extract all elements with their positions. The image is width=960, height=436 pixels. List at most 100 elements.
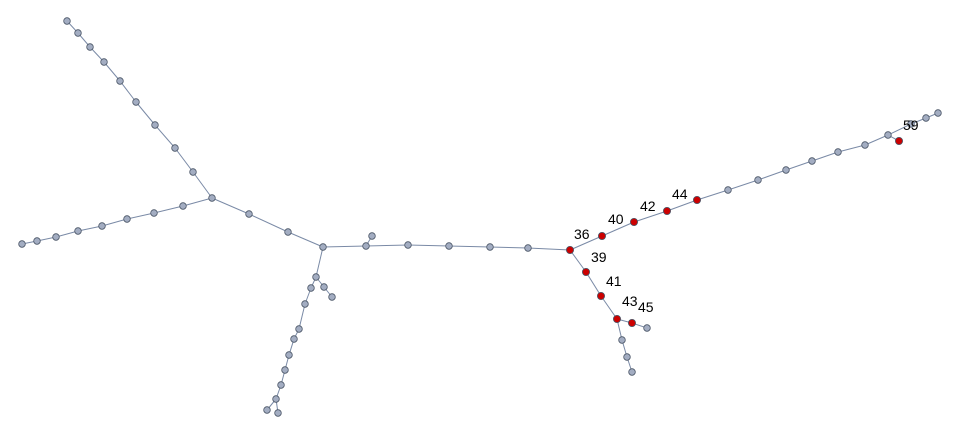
graph-edge: [154, 124, 176, 149]
graph-node: [307, 284, 315, 292]
graph-edge: [211, 197, 250, 215]
graph-edge: [192, 171, 213, 199]
graph-edge: [119, 80, 137, 103]
graph-node: [277, 381, 285, 389]
graph-node: [132, 98, 140, 106]
graph-node: [524, 244, 532, 252]
graph-node: [179, 202, 187, 210]
graph-edge: [298, 303, 306, 330]
graph-node: [907, 120, 915, 128]
node-label-59: 59: [903, 117, 919, 133]
highlighted-node: [630, 217, 639, 226]
graph-node: [295, 325, 303, 333]
node-label-40: 40: [608, 211, 624, 227]
graph-node: [123, 215, 131, 223]
graph-edge: [407, 244, 450, 247]
graph-node: [486, 243, 494, 251]
graph-edge: [182, 197, 213, 207]
graph-node: [272, 395, 280, 403]
highlighted-node: [566, 245, 575, 254]
graph-edge: [248, 213, 289, 233]
graph-edge: [727, 179, 759, 191]
graph-edge: [696, 189, 729, 201]
graph-node: [33, 237, 41, 245]
graph-edge: [569, 235, 603, 251]
graph-node: [100, 58, 108, 66]
graph-node: [63, 17, 71, 25]
graph-node: [724, 186, 732, 194]
graph-edge: [811, 151, 839, 162]
graph-node: [263, 406, 271, 414]
node-label-45: 45: [638, 299, 654, 315]
highlighted-node: [613, 314, 622, 323]
graph-node: [319, 243, 327, 251]
graph-node: [171, 144, 179, 152]
graph-node: [245, 210, 253, 218]
graph-node: [290, 335, 298, 343]
graph-edge: [174, 147, 194, 173]
graph-node: [934, 109, 942, 117]
graph-node: [284, 228, 292, 236]
graph-node: [208, 194, 216, 202]
graph-edge: [365, 244, 409, 247]
graph-node: [151, 121, 159, 129]
graph-node: [808, 157, 816, 165]
highlighted-node: [895, 136, 904, 145]
graph-node: [782, 166, 790, 174]
graph-node: [623, 353, 631, 361]
graph-node: [301, 300, 309, 308]
graph-node: [150, 209, 158, 217]
graph-node: [74, 29, 82, 37]
graph-node: [86, 43, 94, 51]
graph-edge: [135, 101, 156, 126]
graph-node: [362, 242, 370, 250]
graph-edge: [600, 295, 618, 320]
node-label-39: 39: [591, 249, 607, 265]
graph-node: [618, 336, 626, 344]
graph-edge: [489, 246, 529, 249]
node-label-43: 43: [622, 293, 638, 309]
graph-edge: [77, 225, 103, 232]
graph-edge: [785, 160, 813, 171]
graph-node: [74, 227, 82, 235]
graph-node: [628, 368, 636, 376]
node-label-44: 44: [672, 186, 688, 202]
graph-edge: [126, 212, 155, 220]
graph-edge: [448, 245, 491, 248]
graph-edge: [153, 205, 184, 214]
graph-node: [274, 409, 282, 417]
graph-edge: [55, 230, 79, 238]
graph-node: [368, 232, 376, 240]
graph-edge: [287, 231, 324, 248]
highlighted-node: [582, 267, 591, 276]
graph-node: [116, 77, 124, 85]
graph-edge: [585, 271, 602, 297]
graph-edge: [103, 61, 121, 82]
graph-edge: [601, 221, 635, 237]
highlighted-node: [693, 195, 702, 204]
graph-node: [98, 222, 106, 230]
graph-node: [18, 240, 26, 248]
graph-node: [754, 176, 762, 184]
graph-node: [285, 351, 293, 359]
graph-node: [404, 241, 412, 249]
node-label-41: 41: [606, 273, 622, 289]
highlighted-node: [628, 318, 637, 327]
highlighted-node: [663, 206, 672, 215]
graph-edge: [527, 247, 571, 251]
graph-node: [328, 293, 336, 301]
graph-edges: [21, 20, 939, 414]
graph-edge: [887, 123, 912, 136]
graph-edge: [569, 249, 587, 273]
graph-node: [320, 283, 328, 291]
graph-edge: [837, 144, 866, 153]
graph-edge: [101, 218, 128, 227]
highlighted-node: [597, 291, 606, 300]
graph-node: [445, 242, 453, 250]
graph-edge: [864, 134, 889, 146]
highlighted-node: [598, 231, 607, 240]
graph-edge: [322, 245, 367, 248]
graph-node: [922, 114, 930, 122]
graph-node: [834, 148, 842, 156]
